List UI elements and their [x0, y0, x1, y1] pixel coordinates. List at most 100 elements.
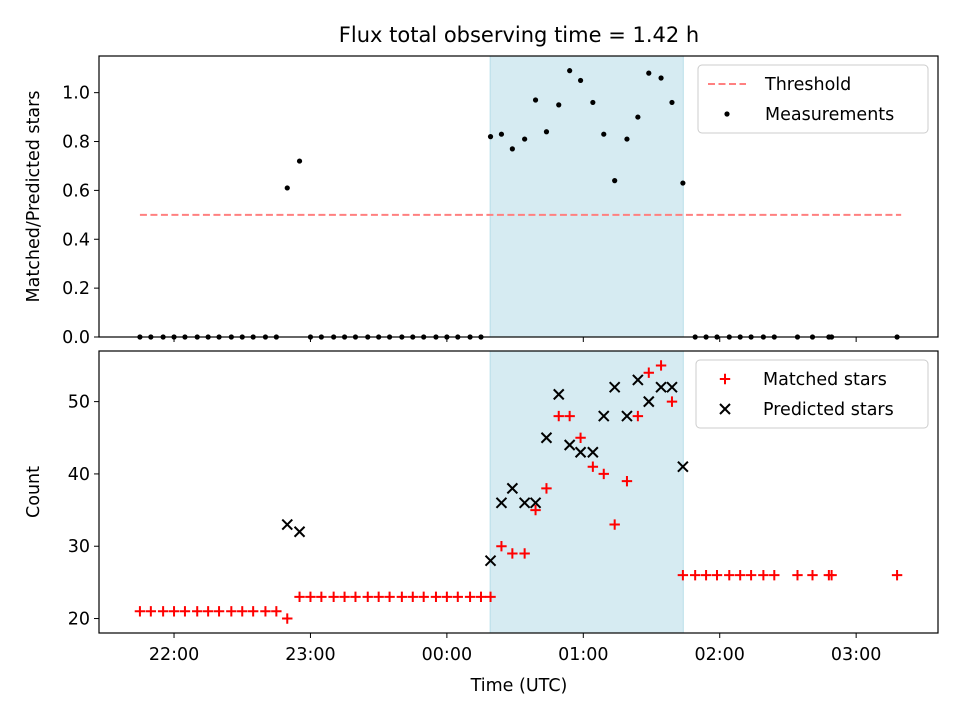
y-axis-label: Count [24, 466, 44, 518]
matched-star-point [530, 504, 541, 516]
y-tick-label: 0.8 [62, 133, 90, 153]
measurement-point [612, 178, 618, 184]
matched-star-point [271, 606, 282, 617]
matched-star-point [792, 569, 803, 581]
x-tick-label: 00:00 [422, 645, 472, 665]
predicted-star-point [655, 381, 667, 393]
measurement-point [646, 70, 652, 76]
y-tick-label: 1.0 [62, 84, 90, 104]
predicted-star-point [587, 446, 599, 458]
matched-star-point [328, 591, 339, 603]
measurement-point [296, 158, 303, 164]
predicted-star-point [540, 432, 553, 444]
matched-star-point [202, 606, 214, 617]
matched-star-point [758, 569, 769, 581]
top-panel: 0.0 0.2 0.4 0.6 0.8 1.0 Matched/Predicted star… [24, 55, 939, 348]
y-tick-label: 40 [68, 465, 90, 485]
x-axis-label: Time (UTC) [470, 676, 568, 696]
measurement-point [532, 97, 539, 103]
predicted-star-point [563, 439, 576, 451]
matched-star-point [192, 606, 203, 617]
matched-star-point [316, 591, 327, 603]
measurement-point [635, 114, 641, 120]
matched-star-point [452, 591, 463, 603]
matched-star-point [724, 569, 735, 581]
matched-star-point [282, 613, 293, 624]
y-axis-label: Matched/Predicted stars [24, 91, 44, 303]
matched-star-point [237, 606, 248, 617]
shaded-interval [489, 350, 684, 634]
predicted-star-point [484, 554, 497, 567]
measurement-point [669, 99, 675, 106]
legend-label: Threshold [764, 75, 851, 95]
matched-star-point [553, 410, 564, 422]
matched-star-point [350, 591, 361, 603]
predicted-star-point [677, 460, 689, 473]
predicted-star-point [666, 381, 678, 393]
predicted-star-point [621, 410, 633, 422]
measurement-point [284, 185, 290, 191]
matched-star-point [745, 569, 757, 581]
matched-star-point [464, 591, 476, 603]
x-tick-label: 01:00 [558, 645, 608, 665]
y-tick-label: 0.4 [62, 230, 90, 250]
legend-x-swatch [719, 403, 731, 415]
measurement-point [577, 77, 584, 84]
measurement-point [624, 136, 630, 142]
x-tick-label: 23:00 [285, 645, 335, 665]
matched-star-point [519, 548, 530, 559]
matched-star-point [475, 591, 487, 603]
legend-box [695, 359, 929, 429]
legend-label: Measurements [765, 105, 894, 125]
predicted-star-point [506, 482, 519, 495]
legend-label: Matched stars [763, 370, 887, 390]
y-tick-label: 0.2 [62, 279, 90, 299]
matched-star-point [826, 569, 837, 581]
legend-plus-swatch [719, 373, 731, 385]
matched-star-point [666, 396, 678, 407]
matched-star-point [168, 606, 180, 617]
matched-star-point [598, 468, 609, 480]
y-tick-label: 30 [68, 537, 90, 557]
plot-frame [98, 350, 939, 634]
matched-star-point [485, 591, 496, 603]
x-tick-label: 03:00 [831, 645, 881, 665]
matched-star-point [362, 591, 373, 603]
predicted-star-point [293, 526, 306, 538]
matched-star-point [407, 591, 418, 603]
measurement-point [509, 146, 515, 152]
matched-star-point [769, 569, 780, 581]
matched-star-point [134, 606, 146, 617]
measurement-point [556, 102, 562, 108]
matched-star-point [441, 591, 453, 603]
matched-star-point [305, 591, 316, 603]
predicted-star-point [608, 381, 621, 393]
matched-star-point [700, 569, 712, 581]
y-tick-label: 0.0 [62, 328, 90, 348]
legend-box [697, 64, 929, 134]
predicted-star-point [495, 497, 508, 509]
predicted-star-point [553, 388, 565, 401]
matched-star-point [689, 569, 701, 581]
matched-star-point [575, 432, 586, 443]
measurement-point [567, 68, 573, 74]
matched-star-point [430, 591, 442, 603]
matched-star-point [213, 606, 225, 617]
matched-star-point [564, 410, 575, 422]
matched-star-point [496, 541, 507, 552]
predicted-star-point [643, 395, 655, 408]
matched-star-point [711, 569, 723, 581]
measurement-point [601, 131, 607, 137]
predicted-star-point [529, 497, 542, 509]
measurement-point [590, 99, 596, 106]
matched-star-point [609, 519, 620, 530]
predicted-star-point [281, 518, 293, 531]
x-tick-label: 02:00 [695, 645, 745, 665]
y-tick-label: 0.6 [62, 181, 90, 201]
matched-star-point [643, 367, 654, 378]
legend-dot-swatch [724, 111, 730, 117]
matched-star-point [179, 606, 191, 617]
matched-star-point [226, 606, 237, 617]
matched-star-point [396, 591, 408, 603]
